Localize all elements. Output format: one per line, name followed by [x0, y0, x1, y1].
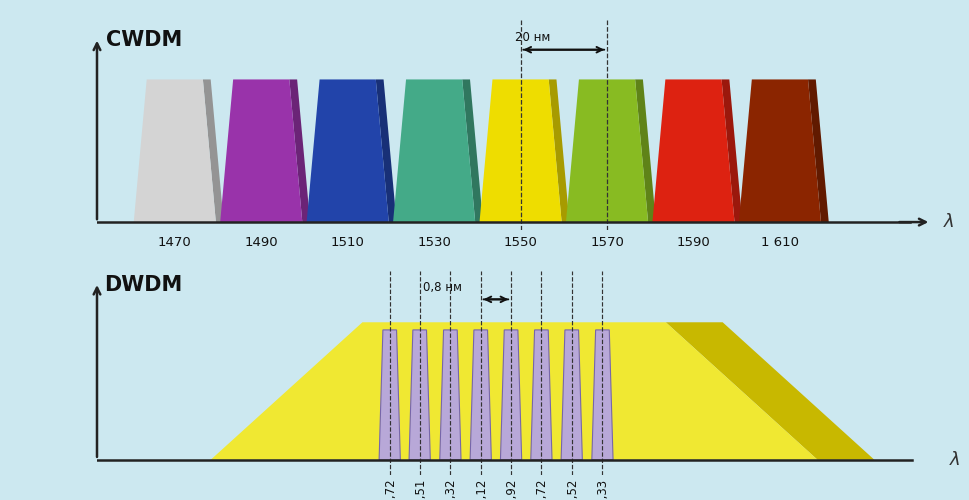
Polygon shape [306, 80, 389, 222]
Text: λ: λ [943, 213, 953, 231]
Polygon shape [203, 80, 224, 222]
Polygon shape [379, 330, 400, 460]
Polygon shape [530, 330, 551, 460]
Polygon shape [470, 330, 491, 460]
Polygon shape [210, 322, 817, 460]
Polygon shape [560, 330, 581, 460]
Polygon shape [652, 80, 734, 222]
Polygon shape [807, 80, 828, 222]
Polygon shape [462, 80, 483, 222]
Polygon shape [635, 80, 655, 222]
Polygon shape [548, 80, 569, 222]
Text: DWDM: DWDM [105, 274, 182, 294]
Polygon shape [591, 330, 612, 460]
Polygon shape [289, 80, 310, 222]
Polygon shape [500, 330, 521, 460]
Polygon shape [665, 322, 873, 460]
Text: 20 нм: 20 нм [515, 31, 550, 44]
Polygon shape [392, 80, 475, 222]
Text: CWDM: CWDM [106, 30, 182, 50]
Polygon shape [134, 80, 216, 222]
Polygon shape [439, 330, 460, 460]
Text: λ: λ [950, 450, 959, 468]
Polygon shape [721, 80, 741, 222]
Text: 0,8 нм: 0,8 нм [422, 280, 461, 293]
Polygon shape [409, 330, 430, 460]
Polygon shape [565, 80, 647, 222]
Polygon shape [738, 80, 820, 222]
Polygon shape [479, 80, 561, 222]
Polygon shape [220, 80, 302, 222]
Polygon shape [375, 80, 396, 222]
